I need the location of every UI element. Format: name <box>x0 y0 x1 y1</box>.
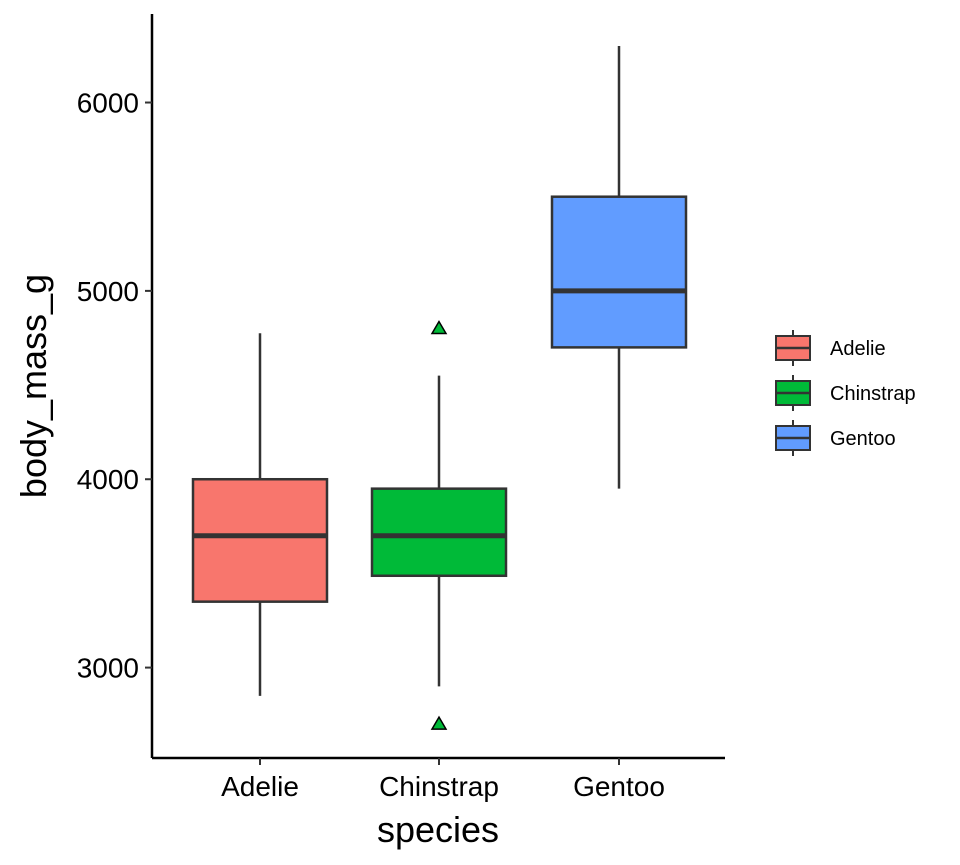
box-adelie <box>191 333 329 696</box>
legend-item-gentoo: Gentoo <box>775 420 896 456</box>
x-tick-label: Adelie <box>221 771 299 802</box>
x-tick-label: Chinstrap <box>379 771 499 802</box>
y-axis-title: body_mass_g <box>13 274 54 498</box>
x-tick-label: Gentoo <box>573 771 665 802</box>
y-tick-label: 6000 <box>77 88 139 119</box>
iqr-box <box>550 195 688 349</box>
outlier-point <box>430 320 448 335</box>
legend-label: Chinstrap <box>830 383 916 405</box>
y-tick-label: 5000 <box>77 276 139 307</box>
legend-label: Adelie <box>830 338 886 360</box>
y-tick-label: 4000 <box>77 464 139 495</box>
axes: 3000 4000 5000 6000 Adelie Chinstrap Gentoo <box>77 14 725 802</box>
legend-item-adelie: Adelie <box>775 330 886 366</box>
box-chinstrap <box>370 320 508 730</box>
iqr-box <box>191 477 329 603</box>
boxes <box>191 46 688 730</box>
legend-item-chinstrap: Chinstrap <box>775 375 916 411</box>
iqr-box <box>370 487 508 578</box>
box-gentoo <box>550 46 688 489</box>
legend: Adelie Chinstrap Gentoo <box>775 330 916 456</box>
x-axis-title: species <box>377 809 499 850</box>
y-tick-label: 3000 <box>77 653 139 684</box>
legend-label: Gentoo <box>830 428 896 450</box>
outlier-point <box>430 715 448 730</box>
